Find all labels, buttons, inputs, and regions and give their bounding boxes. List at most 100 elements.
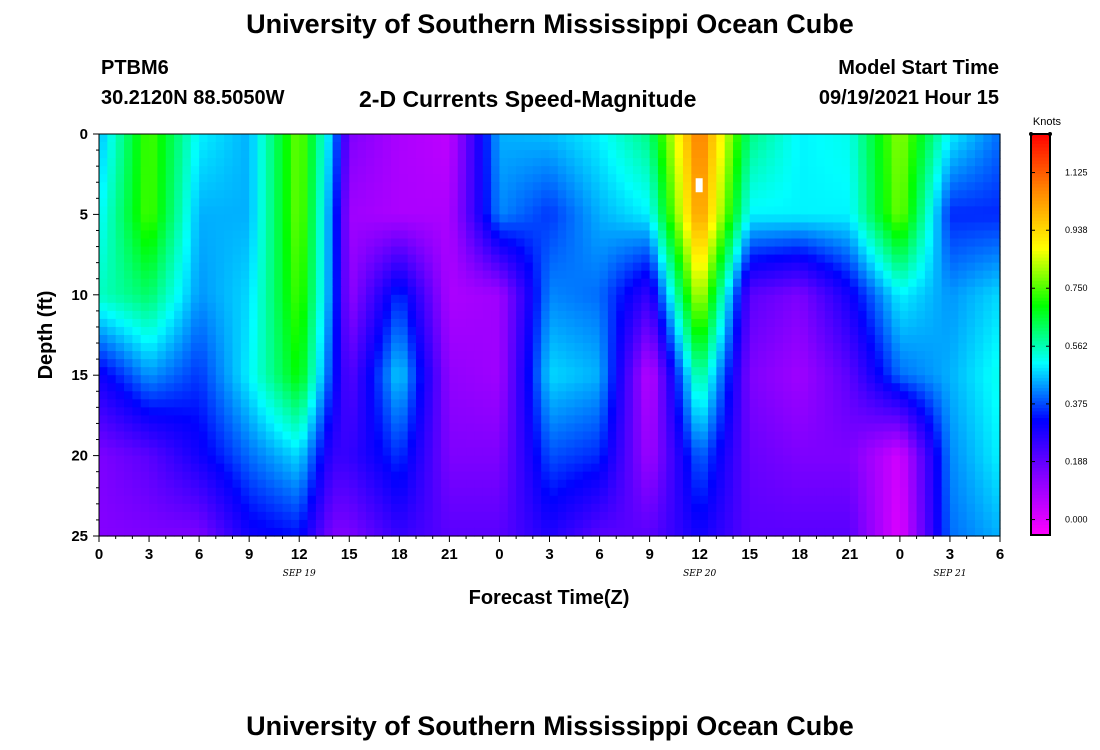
heatmap-cell	[199, 158, 209, 167]
heatmap-cell	[591, 383, 601, 392]
heatmap-cell	[991, 423, 1001, 433]
heatmap-cell	[791, 326, 801, 336]
heatmap-cell	[274, 487, 284, 497]
heatmap-cell	[816, 375, 826, 384]
heatmap-cell	[507, 415, 517, 425]
heatmap-cell	[474, 310, 484, 320]
heatmap-cell	[783, 214, 793, 224]
heatmap-cell	[891, 439, 901, 449]
heatmap-cell	[591, 351, 601, 360]
heatmap-cell	[699, 278, 709, 288]
heatmap-cell	[190, 375, 200, 384]
heatmap-cell	[866, 383, 876, 392]
heatmap-cell	[340, 286, 350, 296]
heatmap-cell	[682, 351, 692, 360]
heatmap-cell	[874, 190, 884, 199]
heatmap-cell	[949, 238, 959, 248]
heatmap-cell	[232, 310, 242, 320]
heatmap-cell	[224, 487, 234, 497]
heatmap-cell	[107, 359, 117, 368]
heatmap-cell	[682, 383, 692, 392]
heatmap-cell	[566, 270, 576, 280]
heatmap-cell	[749, 174, 759, 183]
heatmap-cell	[390, 262, 400, 272]
heatmap-cell	[699, 230, 709, 240]
heatmap-cell	[724, 495, 734, 505]
heatmap-cell	[416, 447, 425, 457]
heatmap-cell	[933, 150, 943, 159]
heatmap-cell	[190, 359, 200, 368]
heatmap-cell	[557, 158, 567, 167]
heatmap-cell	[215, 230, 225, 240]
heatmap-cell	[307, 463, 317, 473]
heatmap-cell	[657, 367, 667, 376]
heatmap-cell	[107, 206, 117, 215]
heatmap-cell	[466, 166, 476, 175]
heatmap-cell	[382, 254, 392, 264]
heatmap-cell	[190, 158, 200, 167]
heatmap-cell	[307, 479, 317, 489]
heatmap-cell	[482, 326, 492, 336]
heatmap-cell	[466, 318, 476, 328]
heatmap-cell	[574, 326, 584, 336]
heatmap-cell	[491, 150, 501, 159]
heatmap-cell	[582, 399, 592, 408]
heatmap-cell	[432, 262, 442, 272]
heatmap-cell	[808, 447, 818, 457]
heatmap-cell	[290, 455, 300, 465]
heatmap-cell	[132, 302, 142, 312]
heatmap-cell	[632, 359, 642, 368]
heatmap-cell	[574, 399, 584, 408]
heatmap-cell	[299, 487, 309, 497]
heatmap-cell	[132, 343, 142, 352]
heatmap-cell	[349, 463, 359, 473]
heatmap-cell	[557, 270, 567, 280]
heatmap-cell	[641, 367, 651, 376]
heatmap-cell	[332, 206, 342, 215]
heatmap-cell	[574, 359, 584, 368]
heatmap-cell	[691, 318, 701, 328]
heatmap-cell	[541, 262, 551, 272]
heatmap-cell	[883, 278, 893, 288]
heatmap-cell	[858, 190, 868, 199]
heatmap-cell	[699, 383, 709, 392]
heatmap-cell	[340, 214, 350, 224]
heatmap-cell	[516, 278, 526, 288]
model-start-label: Model Start Time	[838, 57, 999, 79]
heatmap-cell	[157, 158, 167, 167]
heatmap-cell	[908, 479, 918, 489]
heatmap-cell	[582, 246, 592, 256]
heatmap-cell	[374, 383, 384, 392]
heatmap-cell	[749, 318, 759, 328]
heatmap-cell	[165, 375, 175, 384]
heatmap-cell	[858, 375, 868, 384]
heatmap-cell	[416, 439, 425, 449]
heatmap-cell	[132, 415, 142, 425]
heatmap-cell	[190, 343, 200, 352]
heatmap-cell	[966, 479, 976, 489]
heatmap-cell	[949, 359, 959, 368]
heatmap-cell	[666, 479, 676, 489]
heatmap-cell	[507, 174, 517, 183]
heatmap-cell	[833, 222, 843, 232]
heatmap-cell	[891, 278, 901, 288]
heatmap-cell	[708, 134, 717, 143]
heatmap-cell	[641, 455, 651, 465]
heatmap-cell	[724, 190, 734, 199]
heatmap-cell	[849, 463, 859, 473]
heatmap-cell	[874, 447, 884, 457]
heatmap-cell	[199, 447, 209, 457]
heatmap-cell	[791, 407, 801, 416]
heatmap-cell	[958, 294, 968, 304]
heatmap-cell	[549, 439, 559, 449]
heatmap-cell	[232, 326, 242, 336]
heatmap-cell	[507, 214, 517, 224]
heatmap-cell	[315, 447, 325, 457]
heatmap-cell	[466, 375, 476, 384]
heatmap-cell	[474, 214, 484, 224]
heatmap-cell	[941, 206, 951, 215]
heatmap-cell	[632, 375, 642, 384]
heatmap-cell	[416, 391, 425, 400]
heatmap-cell	[557, 439, 567, 449]
heatmap-cell	[457, 254, 467, 264]
